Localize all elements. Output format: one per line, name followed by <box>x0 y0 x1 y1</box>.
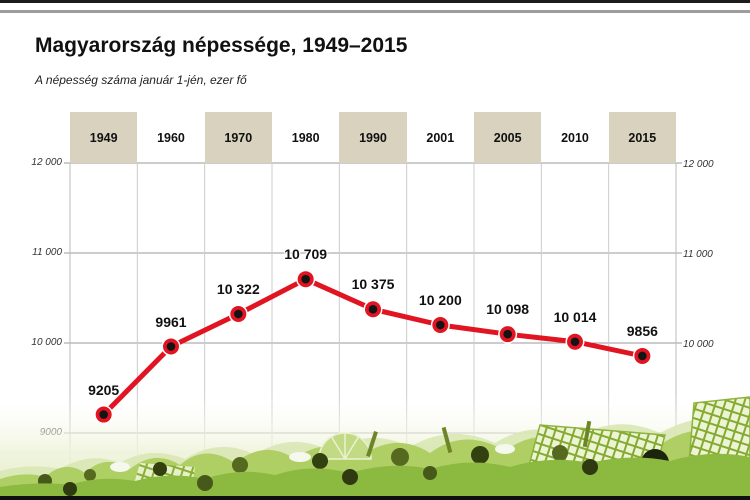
year-header-1990: 1990 <box>339 112 407 163</box>
y-tick-right-11000: 11 000 <box>683 249 713 260</box>
y-tick-left-11000: 11 000 <box>32 247 62 258</box>
data-point-1960 <box>161 337 181 357</box>
value-label-1949: 9205 <box>88 381 120 398</box>
value-label-1990: 10 375 <box>351 276 395 293</box>
chart-title: Magyarország népessége, 1949–2015 <box>35 34 408 57</box>
year-header-1949: 1949 <box>70 112 138 163</box>
crowd-front-layer <box>0 453 750 498</box>
value-label-2005: 10 098 <box>486 301 530 318</box>
crowd-hats <box>110 444 515 472</box>
y-tick-right-10000: 10 000 <box>683 339 714 350</box>
top-black-bar <box>0 0 750 3</box>
value-label-1970: 10 322 <box>216 281 260 298</box>
top-gray-rule <box>0 10 750 13</box>
year-header-1960: 1960 <box>157 130 185 145</box>
data-point-1949 <box>94 405 114 425</box>
crowd-front-heads <box>63 459 598 496</box>
value-label-2015: 9856 <box>626 322 658 339</box>
y-tick-right-12000: 12 000 <box>683 159 714 170</box>
value-label-1960: 9961 <box>155 313 187 330</box>
data-point-2005 <box>498 324 518 344</box>
umbrella-ribs <box>330 433 360 460</box>
value-label-2001: 10 200 <box>418 292 462 308</box>
data-point-2015 <box>632 346 652 366</box>
crowd-photo-image <box>0 393 750 498</box>
crowd-arms <box>366 420 592 457</box>
year-header-2001: 2001 <box>426 130 455 145</box>
bottom-black-bar <box>0 496 750 500</box>
value-label-1980: 10 709 <box>284 246 328 263</box>
y-tick-left-10000: 10 000 <box>31 337 62 348</box>
y-tick-left-12000: 12 000 <box>31 157 62 168</box>
year-header-2010: 2010 <box>561 130 589 145</box>
data-point-2010 <box>565 332 585 352</box>
data-point-1970 <box>228 304 248 324</box>
population-trend-line <box>101 276 645 418</box>
year-header-1970: 1970 <box>204 112 272 163</box>
value-label-2010: 10 014 <box>553 308 597 325</box>
data-point-2001 <box>430 315 450 335</box>
data-point-1980 <box>296 269 316 289</box>
year-header-1980: 1980 <box>291 130 320 145</box>
data-point-1990 <box>363 299 383 319</box>
year-header-2015: 2015 <box>608 112 676 163</box>
year-header-2005: 2005 <box>474 112 542 163</box>
chart-subtitle: A népesség száma január 1-jén, ezer fő <box>35 73 247 87</box>
